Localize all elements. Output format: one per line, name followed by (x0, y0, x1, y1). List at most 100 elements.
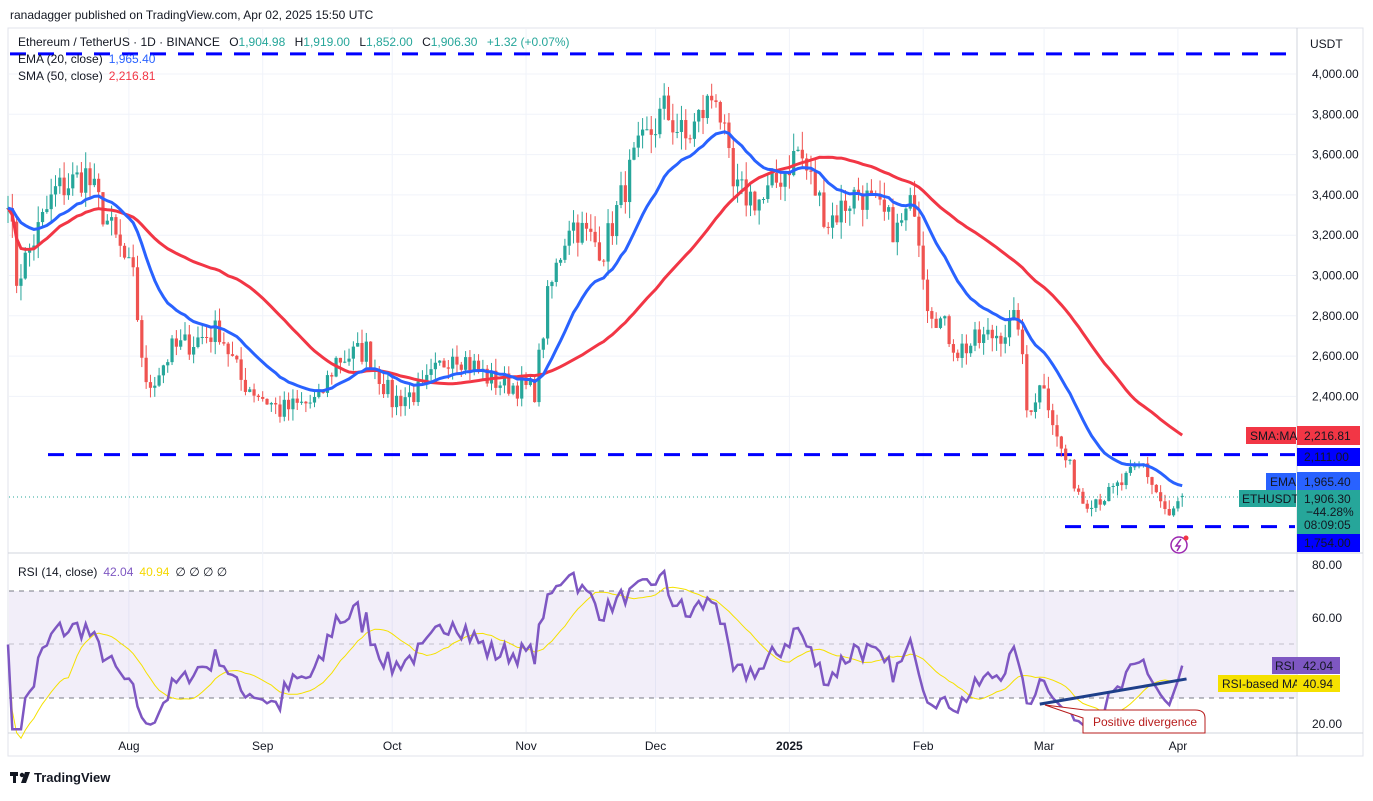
svg-text:TradingView: TradingView (34, 770, 111, 785)
candle (287, 392, 291, 421)
candle (347, 348, 351, 366)
candle (19, 264, 23, 301)
positive-divergence-annotation[interactable]: Positive divergence (1044, 704, 1206, 734)
horizontal-levels[interactable] (10, 52, 1295, 529)
candle (930, 307, 934, 329)
candle (394, 385, 399, 416)
candle (1029, 410, 1033, 416)
candle (977, 321, 981, 349)
svg-text:EMA: EMA (1270, 475, 1296, 489)
candle (265, 398, 269, 405)
candle (127, 247, 131, 259)
candle (852, 186, 856, 215)
candle (688, 134, 692, 144)
candle (925, 269, 930, 324)
candle (118, 219, 122, 257)
rsi-axis[interactable]: 80.00 60.00 20.00 (1312, 558, 1342, 731)
price-tick: 3,200.00 (1312, 228, 1359, 242)
candle (153, 376, 157, 397)
candle (161, 364, 166, 384)
candle (204, 325, 209, 344)
candle (256, 393, 260, 401)
price-axis[interactable]: 2,400.00 2,600.00 2,800.00 3,000.00 3,200.00… (1312, 67, 1359, 403)
candle (748, 184, 753, 217)
candle (45, 195, 49, 214)
candle (546, 280, 550, 345)
candle (15, 214, 19, 294)
rsi-trendline[interactable] (1039, 677, 1187, 706)
candle (84, 152, 88, 207)
candle (66, 173, 71, 200)
time-axis[interactable]: Aug Sep Oct Nov Dec 2025 Feb Mar Apr (118, 739, 1187, 753)
rsi-tag: RSI 42.04 (1272, 657, 1340, 674)
candle (558, 257, 563, 266)
candle (213, 310, 217, 355)
candle (1111, 483, 1115, 494)
candle (511, 383, 515, 396)
candle (679, 105, 684, 150)
svg-text:2,111.00: 2,111.00 (1304, 450, 1349, 464)
candle (192, 336, 196, 364)
svg-text:08:09:05: 08:09:05 (1304, 518, 1351, 532)
price-tick: 2,600.00 (1312, 349, 1359, 363)
candle (1150, 476, 1154, 495)
candle (1085, 499, 1089, 513)
candle (675, 113, 679, 139)
candle (606, 209, 610, 276)
candle (550, 280, 554, 299)
candle (1180, 493, 1184, 507)
candle (209, 325, 213, 353)
candle (956, 349, 960, 362)
candle (1176, 497, 1180, 512)
candle (649, 115, 653, 154)
candle (714, 94, 718, 108)
candle (330, 372, 334, 385)
candle (1072, 458, 1076, 492)
candle (520, 366, 524, 407)
svg-text:SMA (50, close)2,216.81: SMA (50, close) 2,216.81 (18, 69, 156, 83)
candle (843, 190, 848, 223)
rsi-band (9, 591, 1296, 698)
candle (369, 341, 373, 372)
candle (498, 381, 502, 396)
candle (865, 182, 869, 220)
candle (835, 204, 839, 225)
candle (53, 175, 58, 207)
candle (1124, 471, 1128, 490)
candle (856, 177, 861, 201)
candle (304, 400, 308, 413)
candle (774, 159, 779, 189)
candle (822, 179, 826, 229)
time-tick: 2025 (776, 739, 803, 753)
candle (338, 357, 343, 374)
candle (325, 370, 330, 398)
time-tick: Apr (1169, 739, 1188, 753)
lightning-icon[interactable] (1170, 535, 1189, 554)
tradingview-logo[interactable]: TradingView (10, 770, 111, 785)
level-1754-tag: 1,754.00 (1297, 534, 1360, 552)
candle (571, 210, 576, 244)
candle (1089, 500, 1094, 517)
candle (88, 162, 92, 197)
candle (183, 322, 187, 341)
candle (166, 359, 170, 373)
candle (27, 243, 32, 267)
candle (861, 185, 865, 227)
candle (515, 381, 520, 407)
candle (144, 345, 148, 389)
candle (645, 116, 649, 131)
candle (1128, 459, 1133, 476)
candle (351, 341, 355, 371)
candle (904, 207, 908, 231)
price-tick: 2,800.00 (1312, 309, 1359, 323)
candle (131, 244, 135, 277)
candle (1146, 456, 1150, 484)
candle (170, 335, 174, 366)
candle (761, 197, 766, 204)
candle (1064, 444, 1068, 468)
candle (934, 312, 938, 328)
candle (148, 374, 153, 398)
candle (882, 182, 886, 221)
candle (636, 121, 640, 158)
